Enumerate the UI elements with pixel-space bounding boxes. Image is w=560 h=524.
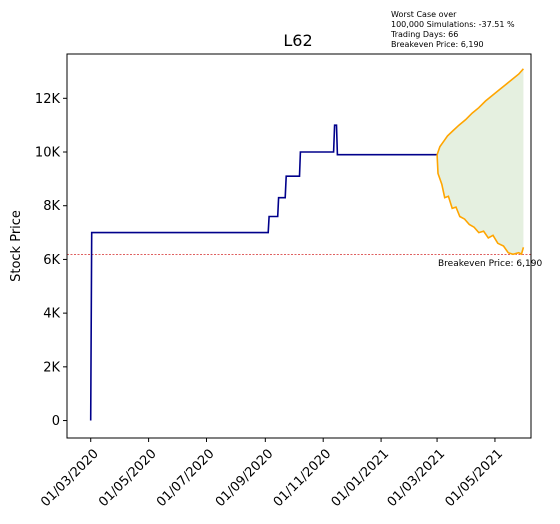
y-axis-ticks: 0 2K 4K 6K 8K 10K 12K bbox=[35, 92, 67, 429]
x-tick-label: 01/03/2021 bbox=[385, 446, 449, 510]
y-tick-label: 8K bbox=[43, 199, 60, 214]
x-tick-label: 01/01/2021 bbox=[329, 446, 393, 510]
x-tick-label: 01/03/2020 bbox=[38, 446, 102, 510]
y-tick-label: 0 bbox=[52, 414, 60, 429]
y-tick-label: 4K bbox=[43, 307, 60, 322]
y-tick-label: 6K bbox=[43, 253, 60, 268]
annotation-line-4: Breakeven Price: 6,190 bbox=[391, 40, 484, 49]
y-axis-label: Stock Price bbox=[9, 210, 24, 282]
plot-area bbox=[67, 68, 531, 421]
annotation-line-2: 100,000 Simulations: -37.51 % bbox=[391, 20, 515, 29]
breakeven-label: Breakeven Price: 6,190 bbox=[438, 259, 542, 269]
plot-frame bbox=[66, 53, 532, 439]
series-line-history bbox=[89, 124, 438, 421]
x-axis-ticks: 01/03/202001/05/202001/07/202001/09/2020… bbox=[38, 438, 506, 510]
series-line-forecast-lower bbox=[436, 154, 525, 256]
x-tick-label: 01/07/2020 bbox=[154, 446, 218, 510]
chart-title: L62 bbox=[283, 31, 312, 50]
x-tick-label: 01/11/2020 bbox=[271, 446, 335, 510]
x-tick-label: 01/05/2021 bbox=[442, 446, 506, 510]
annotation-line-3: Trading Days: 66 bbox=[390, 30, 458, 39]
forecast-band bbox=[437, 68, 524, 255]
annotation-line-1: Worst Case over bbox=[391, 10, 457, 19]
x-tick-label: 01/05/2020 bbox=[96, 446, 160, 510]
x-tick-label: 01/09/2020 bbox=[213, 446, 277, 510]
y-tick-label: 12K bbox=[35, 92, 61, 107]
y-tick-label: 10K bbox=[35, 146, 61, 161]
y-tick-label: 2K bbox=[43, 360, 60, 375]
series-line-forecast-upper bbox=[436, 68, 524, 155]
